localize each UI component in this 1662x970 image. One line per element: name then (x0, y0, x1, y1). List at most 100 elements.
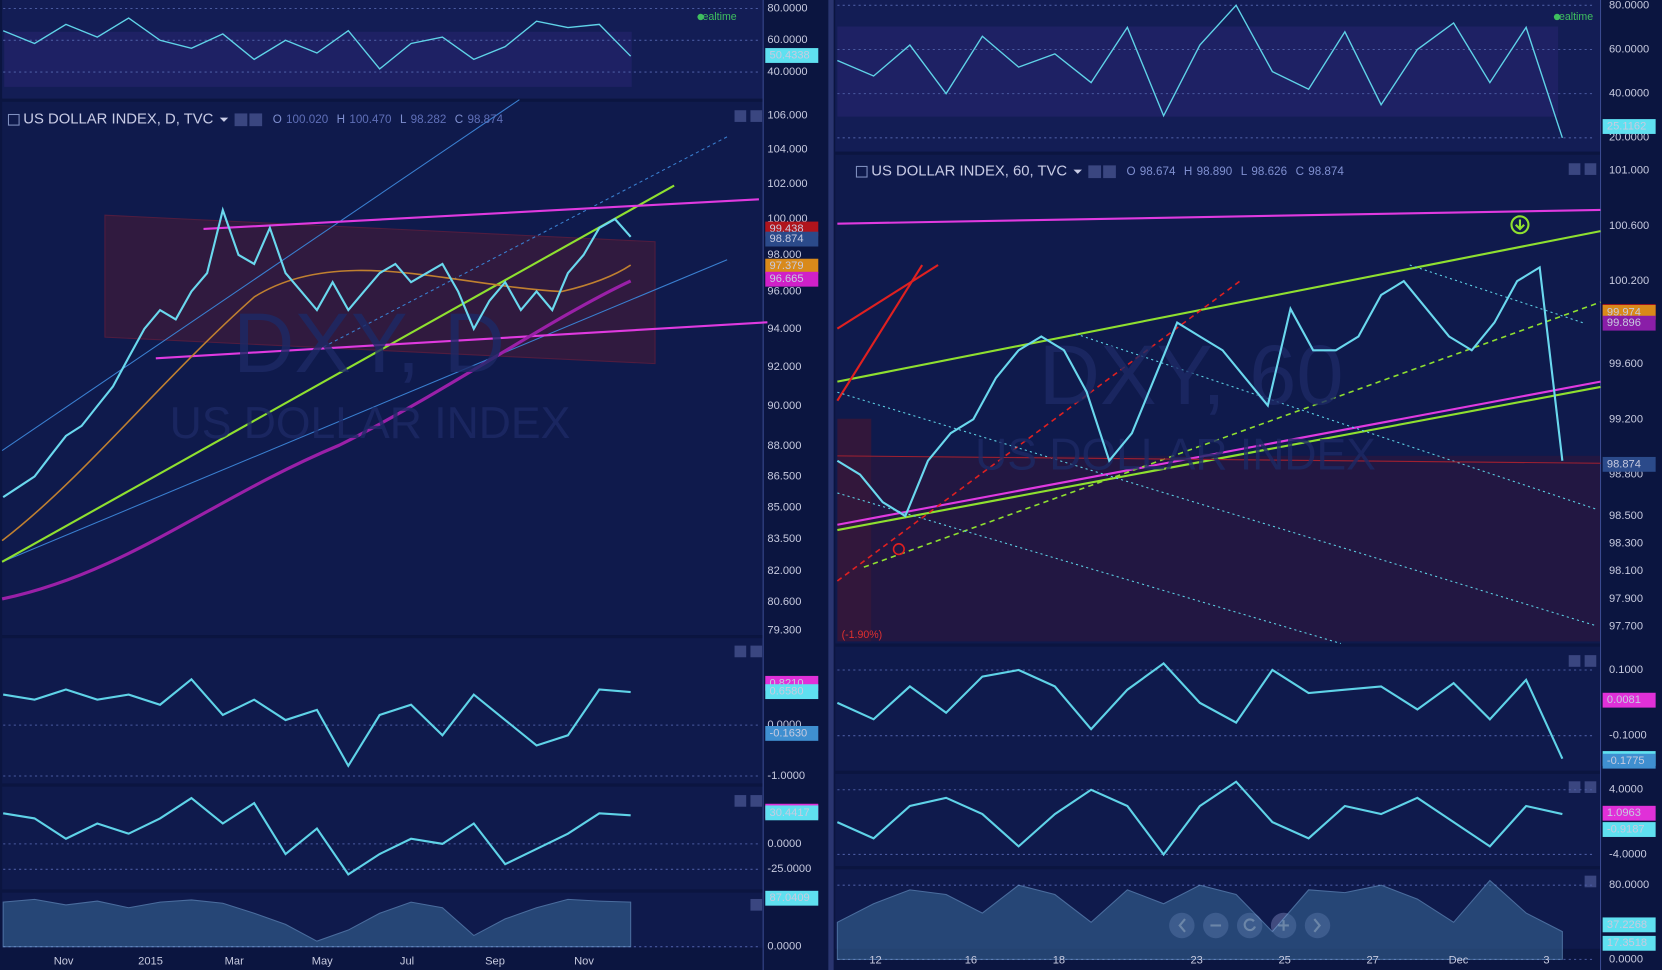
watermark: DXY, D (233, 295, 505, 390)
price-tag-label: 50.4338 (770, 49, 810, 61)
price-tag-label: 37.2268 (1607, 919, 1647, 931)
symbol-title[interactable]: US DOLLAR INDEX, 60, TVC (871, 164, 1067, 180)
price-axis-label: 60.0000 (1609, 43, 1649, 55)
price-tag (1602, 753, 1656, 769)
status-dot (1553, 13, 1561, 21)
trend-line (837, 385, 1601, 532)
price-line (2, 206, 632, 498)
trend-line (836, 280, 1241, 582)
trend-line (863, 301, 1601, 568)
price-tag-label: -0.1775 (1607, 755, 1645, 767)
price-tag-label: -0.9187 (1607, 823, 1645, 835)
price-axis-label: 99.600 (1609, 358, 1643, 370)
ohlc-value: 98.282 (411, 113, 447, 126)
price-tag-label: 0.0081 (1607, 694, 1641, 706)
ohlc-value: 98.874 (1308, 165, 1344, 178)
price-axis-label: 92.000 (767, 361, 801, 373)
time-axis-label: Jul (400, 955, 414, 967)
trend-line (836, 264, 939, 330)
price-axis-label: 0.0000 (767, 941, 801, 953)
price-tag (765, 890, 819, 906)
trend-line (317, 135, 730, 351)
pane (835, 646, 1601, 771)
price-axis-label: 83.500 (767, 533, 801, 545)
watermark: DXY, 60 (1039, 327, 1344, 422)
level-line (837, 455, 1601, 464)
price-axis-label: 80.0000 (1609, 879, 1649, 891)
price-tag-label: 99.974 (1607, 306, 1641, 318)
price-axis-label: 106.000 (767, 109, 807, 121)
price-axis-label: -1.0000 (767, 770, 805, 782)
arrow-marker (1514, 219, 1525, 231)
trend-line (1409, 264, 1585, 324)
status: realtime (1555, 11, 1593, 23)
time-axis-label: May (312, 955, 333, 967)
settings-icon (234, 113, 248, 127)
price-axis-label: 80.0000 (1609, 0, 1649, 11)
ohlc-key: C (1296, 165, 1304, 178)
price-axis-label: 98.500 (1609, 510, 1643, 522)
price-tag (1602, 805, 1656, 821)
time-axis-label: 23 (1190, 954, 1202, 966)
price-axis-label: 100.200 (1609, 275, 1649, 287)
price-axis-label: 98.100 (1609, 565, 1643, 577)
price-tag-label: 25.1162 (1607, 120, 1646, 132)
price-axis-label: -4.0000 (1609, 848, 1647, 860)
price-axis-label: -25.0000 (767, 863, 811, 875)
trend-line (837, 230, 1601, 383)
price-tag-label: 97.379 (770, 260, 804, 272)
price-axis-label: 102.000 (767, 178, 807, 190)
ohlc-value: 98.874 (467, 113, 503, 126)
range-box (871, 455, 1601, 642)
pane (835, 773, 1601, 867)
time-axis-label: Nov (54, 955, 74, 967)
price-tag (765, 271, 819, 287)
moving-average (1, 264, 632, 542)
price-tag-label: 30.4417 (770, 807, 810, 819)
stoch-line (836, 780, 1563, 857)
price-tag (1602, 917, 1656, 933)
price-axis-label: 4.0000 (1609, 784, 1643, 796)
band (4, 31, 632, 87)
price-axis-label: 94.000 (767, 323, 801, 335)
collapse-icon (7, 113, 20, 126)
price-tag-label: 87.0409 (770, 892, 810, 904)
status: realtime (699, 11, 737, 23)
macd-line (836, 662, 1564, 760)
symbol-title[interactable]: US DOLLAR INDEX, D, TVC (23, 112, 213, 128)
price-tag-label: 98.874 (1607, 458, 1641, 470)
time-axis-label: 12 (869, 954, 881, 966)
volume-area (2, 898, 632, 948)
price-tag (1602, 456, 1656, 472)
price-axis-label: 0.0000 (767, 838, 801, 850)
price-axis-label: 86.500 (767, 470, 801, 482)
ohlc-key: H (1184, 165, 1192, 178)
volume-area (836, 879, 1563, 960)
ohlc-key: H (337, 113, 345, 126)
trend-line (837, 208, 1601, 225)
price-tag-label: 17.3518 (1607, 937, 1647, 949)
price-axis-label: 80.0000 (767, 2, 807, 14)
price-axis-label: 80.600 (767, 596, 801, 608)
settings-icon (1103, 165, 1116, 179)
price-axis-label: 82.000 (767, 565, 801, 577)
trend-line (1, 99, 520, 451)
time-axis-label: 16 (965, 954, 977, 966)
stoch-line (3, 796, 631, 876)
ohlc-key: O (1126, 165, 1135, 178)
time-axis-label: 25 (1278, 954, 1290, 966)
price-axis-label: 40.0000 (767, 66, 807, 78)
price-axis-label: 101.000 (1609, 165, 1649, 177)
moving-average (1, 279, 632, 601)
watermark: US DOLLAR INDEX (170, 399, 571, 448)
pane (2, 786, 764, 890)
time-axis-label: 27 (1366, 954, 1378, 966)
price-tag-label: 1.0963 (1607, 807, 1641, 819)
price-axis-label: 85.000 (767, 501, 801, 513)
watermark: US DOLLAR INDEX (975, 431, 1376, 480)
price-tag-label: 0.6580 (770, 686, 804, 698)
price-axis-label: 98.300 (1609, 538, 1643, 550)
price-axis-label: 97.900 (1609, 593, 1643, 605)
pane-buttons[interactable] (734, 110, 1597, 911)
